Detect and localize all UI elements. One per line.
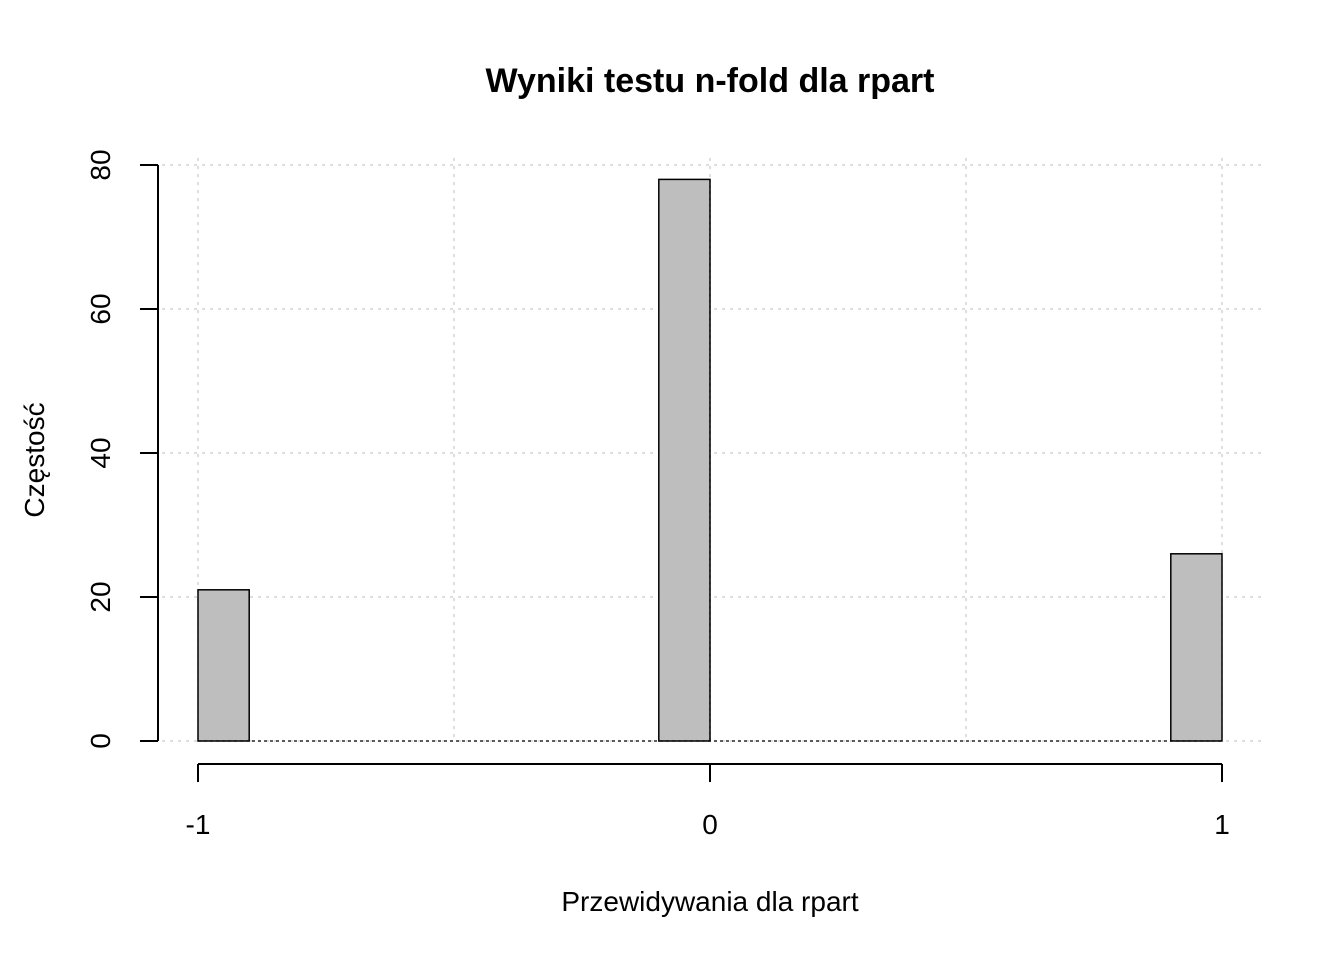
y-tick-label: 40 xyxy=(85,437,116,468)
bar-1 xyxy=(1170,553,1223,742)
bar--1 xyxy=(197,589,250,742)
y-axis-label: Częstość xyxy=(19,402,50,517)
chart-title: Wyniki testu n-fold dla rpart xyxy=(486,62,935,100)
x-tick-label: 1 xyxy=(1214,809,1230,840)
y-tick-label: 0 xyxy=(85,733,116,749)
bar-0 xyxy=(658,178,711,742)
x-tick-label: -1 xyxy=(186,809,211,840)
y-tick-label: 80 xyxy=(85,149,116,180)
x-axis-label: Przewidywania dla rpart xyxy=(561,886,858,917)
axes: 0 20 40 60 80 -1 0 1 xyxy=(85,149,1230,840)
bars xyxy=(197,178,1223,742)
y-tick-label: 20 xyxy=(85,581,116,612)
x-tick-label: 0 xyxy=(702,809,718,840)
y-tick-label: 60 xyxy=(85,293,116,324)
grid-lines xyxy=(162,158,1264,742)
